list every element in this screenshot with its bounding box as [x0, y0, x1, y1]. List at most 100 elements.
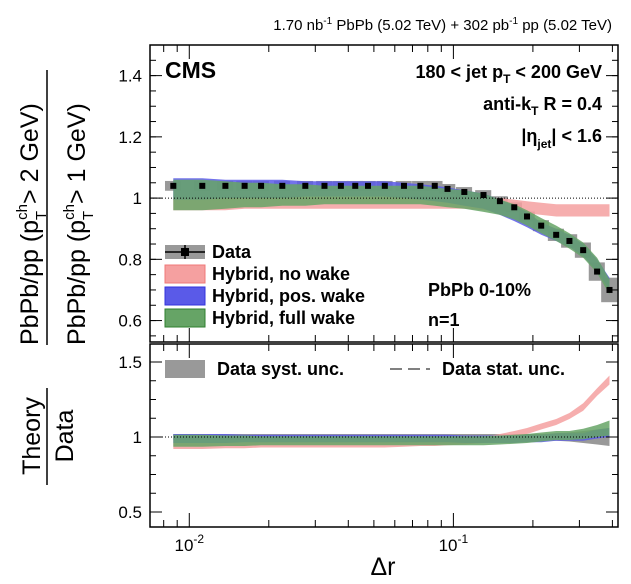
pt-range-label: 180 < jet pT < 200 GeV [416, 62, 602, 86]
ylabel-inner-b: > 1 GeV) [63, 103, 91, 211]
legend-label: Hybrid, full wake [212, 308, 355, 328]
eta-sub: jet [536, 137, 551, 151]
ylabel-outer-a: PbPb/pp (p [16, 220, 44, 345]
ylabel-outer: PbPb/pp (pch T > 2 GeV) [14, 103, 50, 345]
legend-swatch-band [164, 286, 206, 306]
ylabel-outer-sub: T [33, 211, 50, 220]
legend-swatch-data-marker [181, 248, 189, 256]
data-point [279, 182, 286, 189]
ytick-label: 1.4 [118, 67, 142, 86]
ylabel-inner-a: PbPb/pp (p [63, 220, 91, 345]
data-point [337, 182, 344, 189]
legend-bottom: Data syst. unc. Data stat. unc. [165, 359, 565, 379]
main-frame [149, 44, 619, 343]
data-point [553, 231, 560, 238]
legend-swatch-syst [165, 360, 205, 378]
pt-range-a: 180 < jet p [416, 62, 504, 82]
ytick-label: 0.6 [118, 312, 142, 331]
n-label: n=1 [428, 310, 460, 330]
ratio-band-hybrid-full-wake [173, 420, 610, 447]
algo-b: R = 0.4 [538, 94, 602, 114]
legend-entry-hybrid-pos-wake: Hybrid, pos. wake [164, 286, 365, 306]
legend-entry-hybrid-full-wake: Hybrid, full wake [164, 308, 355, 328]
legend-swatch-band [164, 308, 206, 328]
legend-label: Hybrid, pos. wake [212, 286, 365, 306]
eta-b: | < 1.6 [551, 126, 602, 146]
data-point [258, 182, 265, 189]
ratio-axes: 0.5 1 1.5 10-2 10-1 [118, 344, 618, 555]
ytick-label: 1 [133, 428, 142, 447]
data-point [480, 192, 487, 199]
data-point [170, 182, 177, 189]
header-lumi-pp-sup: -1 [509, 16, 518, 27]
legend-entry-data-syst-unc: Data syst. unc. [165, 359, 344, 379]
data-point [496, 198, 503, 205]
data-point [580, 247, 587, 254]
data-point [222, 182, 229, 189]
header-pp-label: pp (5.02 TeV) [518, 17, 612, 34]
data-point [461, 188, 468, 195]
data-point [566, 237, 573, 244]
ratio-ylabel-num: Theory [18, 397, 46, 475]
legend-label: Data stat. unc. [442, 359, 565, 379]
ytick-label: 1 [133, 189, 142, 208]
data-point [444, 185, 451, 192]
main-axes: 0.6 0.8 1 1.2 1.4 [118, 45, 618, 342]
data-point [241, 182, 248, 189]
ytick-label: 0.5 [118, 503, 142, 522]
ytick-label: 0.8 [118, 250, 142, 269]
data-point [524, 213, 531, 220]
data-point [511, 204, 518, 211]
data-point [538, 222, 545, 229]
ylabel-inner-sup: ch [61, 204, 78, 220]
header-lumi-pbpb-sup: -1 [323, 16, 332, 27]
algo-sub: T [531, 104, 539, 118]
legend-label: Data [212, 242, 252, 262]
ratio-ylabel-den: Data [51, 410, 79, 463]
ylabel-inner-sub: T [80, 211, 97, 220]
legend-swatch-band [164, 264, 206, 284]
pt-range-b: < 200 GeV [510, 62, 602, 82]
data-point [352, 182, 359, 189]
band-hybrid-full-wake [173, 179, 610, 295]
legend-label: Data syst. unc. [217, 359, 344, 379]
header-pbpb-label: PbPb (5.02 TeV) + 302 pb [332, 17, 509, 34]
data-point [302, 182, 309, 189]
ratio-plot-area [173, 375, 610, 449]
data-point [431, 182, 438, 189]
ytick-label: 1.5 [118, 353, 142, 372]
ytick-label: 1.2 [118, 128, 142, 147]
data-point [365, 182, 372, 189]
ratio-frame [149, 343, 619, 528]
eta-a: |η [521, 126, 537, 146]
data-point [199, 182, 206, 189]
main-plot-area [164, 178, 618, 303]
xtick-label: 10-2 [174, 532, 204, 555]
ylabel-inner: PbPb/pp (pch T > 1 GeV) [61, 103, 97, 345]
algo-label: anti-kT R = 0.4 [483, 94, 602, 118]
centrality-label: PbPb 0-10% [428, 280, 531, 300]
header-luminosity: 1.70 nb-1 PbPb (5.02 TeV) + 302 pb-1 pp … [273, 16, 612, 34]
algo-a: anti-k [483, 94, 532, 114]
data-point [400, 182, 407, 189]
cms-label: CMS [165, 57, 216, 83]
xtick-label: 10-1 [439, 532, 469, 555]
xlabel: Δr [370, 553, 395, 579]
legend-label: Hybrid, no wake [212, 264, 350, 284]
legend-entry-hybrid-no-wake: Hybrid, no wake [164, 264, 350, 284]
data-point [381, 182, 388, 189]
pt-range-sub: T [503, 72, 511, 86]
eta-label: |ηjet| < 1.6 [521, 126, 602, 151]
data-point [417, 182, 424, 189]
legend-entry-data-stat-unc: Data stat. unc. [390, 359, 565, 379]
legend-entry-data: Data [165, 242, 252, 262]
data-point [321, 182, 328, 189]
ylabel-outer-b: > 2 GeV) [16, 103, 44, 211]
data-point [606, 286, 613, 293]
data-point [594, 268, 601, 275]
header-lumi-pbpb: 1.70 nb [273, 17, 323, 34]
ylabel-outer-sup: ch [14, 204, 31, 220]
